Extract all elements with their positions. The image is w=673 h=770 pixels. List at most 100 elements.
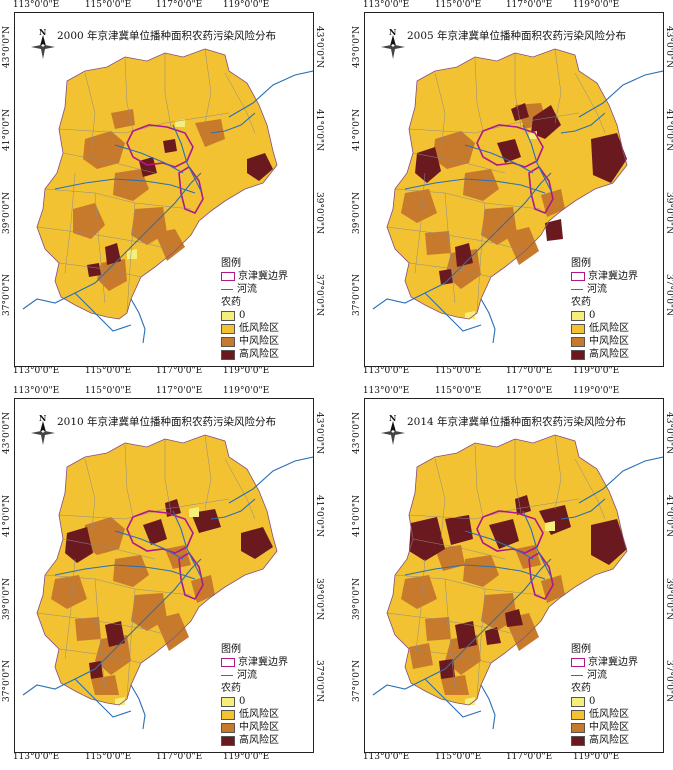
- class-swatch: [221, 336, 235, 347]
- boundary-swatch: [221, 272, 235, 281]
- legend-class-row: 中风险区: [571, 335, 638, 348]
- north-arrow-icon: N: [379, 27, 407, 59]
- river-line: [560, 112, 606, 134]
- mid-risk-county: [95, 635, 131, 675]
- river-line: [130, 684, 146, 730]
- map-frame: N 2000 年京津冀单位播种面积农药污染风险分布 图例 京津冀边界 河流 农药 0 低风险区…: [14, 12, 314, 367]
- high-risk-county: [247, 153, 273, 181]
- beijing-boundary: [126, 124, 194, 168]
- river-line: [480, 684, 496, 730]
- panel-title: 2010 年京津冀单位播种面积农药污染风险分布: [57, 416, 277, 428]
- lon-tick-label: 119°0'0"E: [572, 366, 620, 376]
- river-line: [130, 298, 146, 344]
- river-line: [228, 456, 313, 504]
- river-line: [54, 564, 196, 580]
- high-risk-county: [87, 263, 101, 277]
- lon-tick-label: 117°0'0"E: [155, 386, 203, 396]
- high-risk-county: [531, 105, 561, 139]
- county-line: [224, 458, 256, 520]
- county-line: [414, 172, 426, 274]
- class-swatch: [221, 709, 235, 720]
- county-line: [58, 262, 142, 278]
- legend-river-row: 河流: [571, 669, 638, 682]
- high-risk-county: [485, 627, 501, 645]
- legend-river-label: 河流: [237, 670, 257, 681]
- lat-tick-label: 41°0'0"N: [352, 495, 362, 537]
- lat-tick-label: 37°0'0"N: [314, 274, 324, 316]
- river-line: [210, 498, 256, 520]
- county-line: [164, 439, 172, 514]
- county-line: [124, 58, 134, 132]
- county-line: [44, 574, 192, 596]
- river-line: [578, 456, 663, 504]
- panel-title: 2014 年京津冀单位播种面积农药污染风险分布: [407, 416, 627, 428]
- north-label: N: [389, 27, 397, 37]
- lon-tick-label: 113°0'0"E: [12, 386, 60, 396]
- class-swatch: [571, 310, 585, 321]
- lat-tick-label: 39°0'0"N: [2, 578, 12, 620]
- map-legend: 图例 京津冀边界 河流 农药 0 低风险区 中风险区 高风险区: [571, 257, 638, 361]
- legend-class-label: 高风险区: [239, 735, 279, 746]
- lat-tick-label: 43°0'0"N: [664, 26, 673, 68]
- river-line: [404, 178, 546, 194]
- mid-risk-county: [113, 169, 149, 201]
- class-swatch: [221, 323, 235, 334]
- zero-risk-county: [115, 697, 125, 705]
- jjj-boundary: [386, 48, 628, 320]
- map-panel-4: 113°0'0"E 113°0'0"E 115°0'0"E 115°0'0"E 117°…: [350, 386, 673, 762]
- lon-tick-label: 117°0'0"E: [155, 0, 203, 10]
- river-line: [22, 558, 202, 696]
- class-swatch: [571, 696, 585, 707]
- map-panel-3: 113°0'0"E 113°0'0"E 115°0'0"E 115°0'0"E 117°…: [0, 386, 325, 762]
- river-line: [172, 124, 202, 192]
- high-risk-county: [445, 515, 473, 545]
- lon-tick-label: 117°0'0"E: [505, 0, 553, 10]
- legend-boundary-row: 京津冀边界: [571, 270, 638, 283]
- county-line: [514, 53, 522, 128]
- lat-tick-label: 41°0'0"N: [2, 495, 12, 537]
- legend-class-label: 0: [589, 310, 596, 321]
- lat-tick-label: 37°0'0"N: [314, 660, 324, 702]
- mid-risk-county: [113, 555, 149, 587]
- lon-tick-label: 115°0'0"E: [84, 386, 132, 396]
- legend-class-label: 高风险区: [589, 735, 629, 746]
- mid-risk-county: [155, 229, 185, 261]
- county-line: [84, 72, 96, 154]
- class-swatch: [571, 349, 585, 360]
- high-risk-county: [139, 157, 157, 177]
- class-swatch: [221, 349, 235, 360]
- mid-risk-county: [435, 545, 465, 571]
- county-line: [224, 72, 256, 134]
- mid-risk-county: [505, 227, 539, 265]
- beijing-boundary: [126, 510, 194, 554]
- map-panel-2: 113°0'0"E 113°0'0"E 115°0'0"E 115°0'0"E 117°…: [350, 0, 673, 376]
- boundary-swatch: [571, 658, 585, 667]
- legend-class-row: 低风险区: [571, 708, 638, 721]
- county-line: [394, 574, 542, 596]
- county-line: [476, 202, 486, 314]
- lon-tick-label: 113°0'0"E: [362, 0, 410, 10]
- class-swatch: [571, 709, 585, 720]
- legend-class-row: 高风险区: [221, 348, 288, 361]
- legend-group: 农药: [571, 297, 591, 308]
- zero-risk-county: [545, 521, 555, 531]
- county-line: [124, 444, 134, 518]
- county-line: [36, 612, 176, 638]
- legend-class-row: 0: [571, 309, 638, 322]
- lon-tick-label: 115°0'0"E: [434, 0, 482, 10]
- county-line: [126, 202, 136, 314]
- lat-tick-label: 37°0'0"N: [352, 274, 362, 316]
- zero-risk-county: [189, 507, 199, 517]
- legend-class-label: 低风险区: [239, 323, 279, 334]
- mid-risk-county: [433, 131, 475, 169]
- river-line: [522, 510, 552, 578]
- lat-tick-label: 43°0'0"N: [352, 412, 362, 454]
- boundary-swatch: [571, 272, 585, 281]
- mid-risk-county: [441, 675, 469, 695]
- lon-tick-label: 119°0'0"E: [222, 386, 270, 396]
- river-line: [522, 124, 552, 192]
- county-line: [408, 262, 492, 278]
- legend-boundary-row: 京津冀边界: [221, 270, 288, 283]
- lat-tick-label: 41°0'0"N: [2, 109, 12, 151]
- legend-class-row: 中风险区: [571, 721, 638, 734]
